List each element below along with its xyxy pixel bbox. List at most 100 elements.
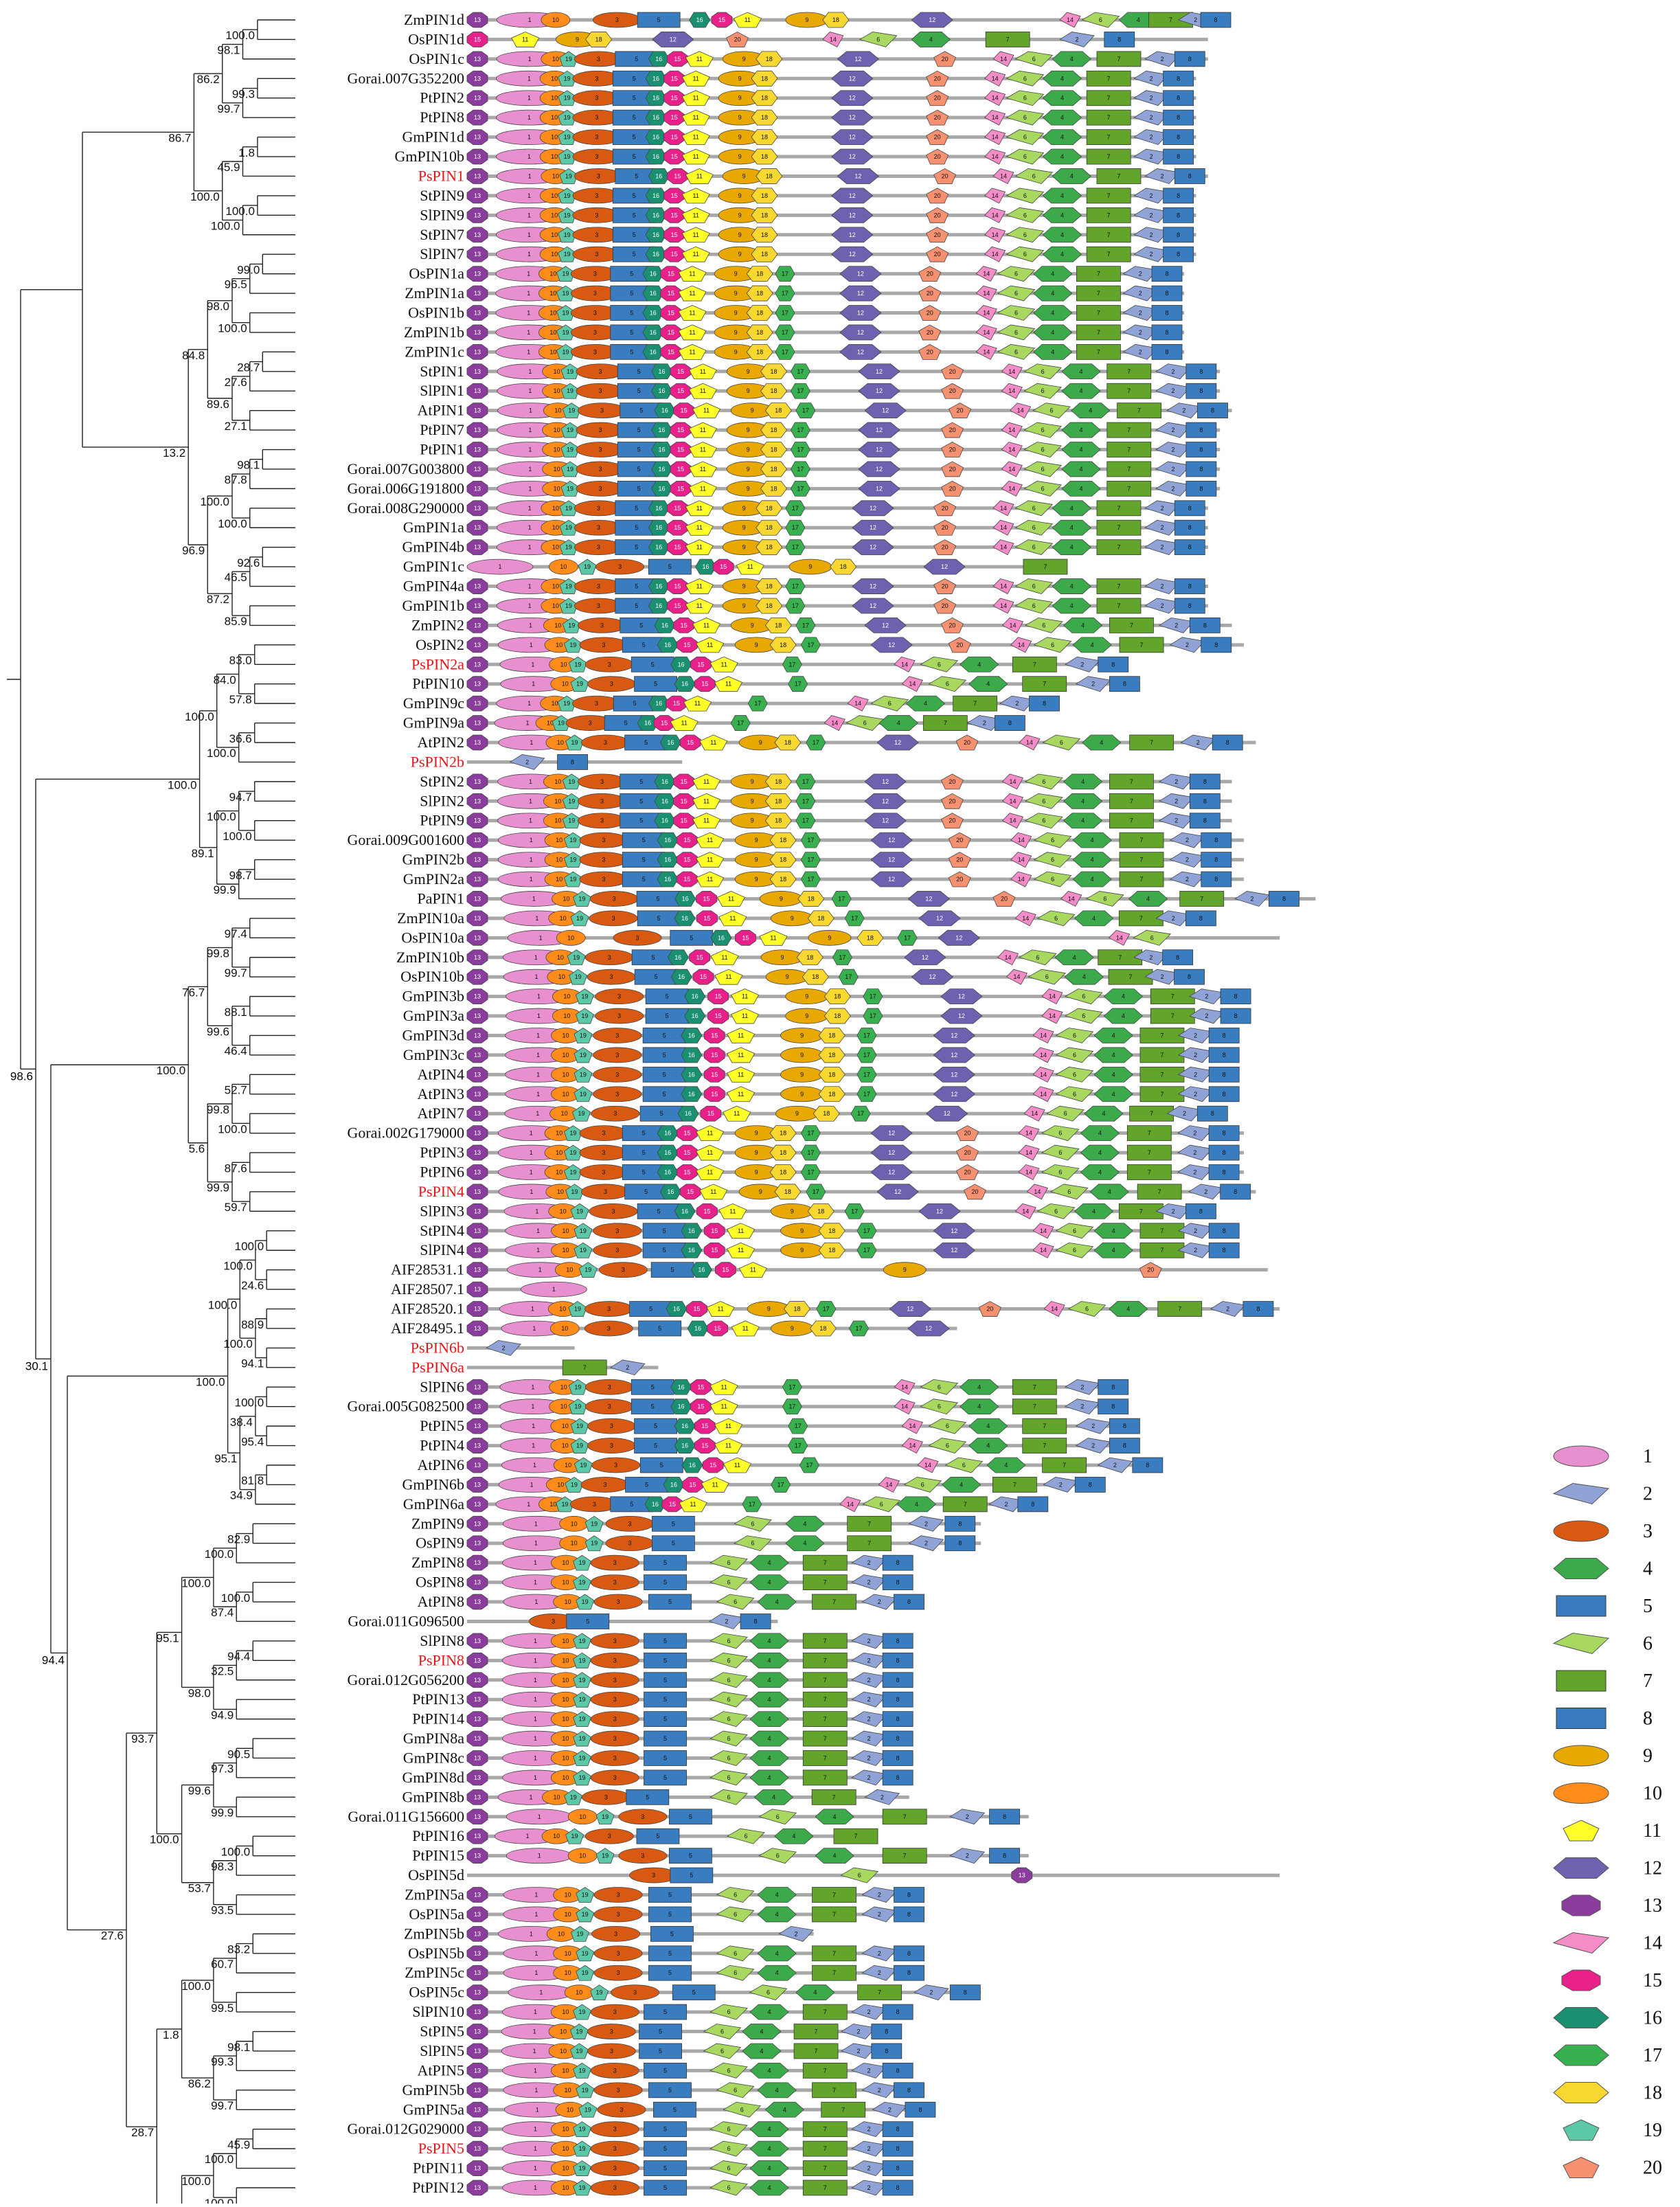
- motif-number: 6: [727, 2008, 731, 2015]
- motif-number: 8: [896, 2165, 900, 2172]
- motif-number: 13: [474, 524, 481, 531]
- motif-number: 18: [817, 1208, 824, 1214]
- motif-3-ZmPIN5a: 3: [594, 1888, 642, 1903]
- motif-number: 5: [657, 1208, 661, 1214]
- motif-3-GmPIN3c: 3: [593, 1048, 642, 1063]
- motif-11-GmPIN9c: 11: [683, 696, 711, 711]
- motif-number: 9: [742, 583, 746, 590]
- motif-number: 16: [652, 251, 659, 258]
- motif-number: 1: [534, 1598, 538, 1605]
- motif-7-OsPIN5b: 7: [813, 1946, 856, 1961]
- motif-7-PtPIN2: 7: [1087, 91, 1131, 106]
- motif-4-GmPIN5a: 4: [765, 2102, 804, 2117]
- motif-number: 8: [1188, 583, 1192, 590]
- motif-8-GmPIN3b: 8: [1221, 989, 1251, 1004]
- motif-number: 15: [668, 290, 674, 297]
- taxon-label: GmPIN8b: [402, 1788, 464, 1805]
- taxon-label: PsPIN6b: [411, 1339, 464, 1356]
- motif-number: 5: [663, 1091, 666, 1098]
- motif-8-Gorai.006G191800: 8: [1186, 481, 1216, 496]
- motif-7-GmPIN2a: 7: [1120, 872, 1163, 887]
- motif-3-PtPIN15: 3: [619, 1848, 667, 1864]
- motif-number: 1: [527, 329, 530, 336]
- motif-18-OsPIN10a: 18: [857, 930, 883, 945]
- motif-18-PaPIN1: 18: [798, 891, 824, 906]
- bootstrap-value: 86.2: [197, 73, 220, 86]
- motif-number: 7: [1107, 212, 1111, 218]
- motif-number: 1: [534, 1657, 537, 1664]
- motif-number: 1: [533, 2048, 536, 2055]
- motif-number: 2: [878, 1969, 881, 1976]
- motif-number: 1: [530, 857, 533, 863]
- motif-3-PsPIN8: 3: [591, 1653, 639, 1668]
- motif-3-OsPIN10a: 3: [613, 930, 661, 945]
- motif-4-OsPIN8: 4: [750, 1575, 788, 1590]
- motif-13-PtPIN4: 13: [467, 1438, 488, 1453]
- motif-number: 1: [527, 290, 530, 297]
- bootstrap-value: 94.9: [211, 1708, 234, 1721]
- motif-number: 3: [608, 1833, 611, 1840]
- motif-number: 9: [751, 797, 754, 804]
- motif-17-PtPIN6: 17: [801, 1165, 820, 1180]
- motif-number: 8: [896, 1774, 900, 1781]
- motif-number: 15: [722, 1267, 729, 1274]
- taxon-label: AtPIN4: [418, 1065, 464, 1083]
- motif-6-SlPIN4: 6: [1056, 1243, 1093, 1258]
- motif-18-ZmPIN1b: 18: [747, 325, 773, 340]
- motif-number: 14: [1018, 837, 1025, 844]
- motif-number: 1: [534, 1579, 537, 1586]
- motif-15-AtPIN4: 15: [704, 1067, 725, 1082]
- motif-number: 17: [863, 1032, 870, 1039]
- motif-4-AtPIN1: 4: [1071, 403, 1110, 418]
- motif-number: 6: [767, 1989, 770, 1996]
- motif-8-PtPIN5: 8: [1109, 1418, 1139, 1434]
- motif-number: 7: [1160, 1091, 1163, 1098]
- motif-number: 15: [711, 1032, 718, 1039]
- motif-number: 19: [579, 1559, 586, 1566]
- motif-number: 9: [738, 192, 742, 199]
- motif-17-SlPIN1: 17: [791, 383, 810, 398]
- motif-number: 10: [554, 466, 560, 473]
- motif-18-GmPIN4b: 18: [756, 540, 782, 555]
- motif-3-Gorai.012G056200: 3: [591, 1673, 639, 1688]
- motif-3-PsPIN4: 3: [582, 1184, 630, 1199]
- taxon-label: OsPIN1a: [409, 265, 464, 282]
- motif-13-GmPIN3d: 13: [467, 1028, 488, 1043]
- motif-number: 19: [564, 95, 571, 102]
- motif-number: 20: [957, 407, 964, 414]
- motif-number: 10: [562, 1696, 569, 1703]
- motif-number: 1: [498, 563, 501, 570]
- bootstrap-value: 24.6: [241, 1279, 264, 1292]
- motif-11-ZmPIN1c: 11: [679, 344, 706, 359]
- motif-number: 16: [655, 524, 662, 531]
- motif-number: 9: [755, 1149, 758, 1156]
- taxon-label: GmPIN8d: [402, 1769, 464, 1786]
- motif-3-AtPIN6: 3: [592, 1458, 640, 1473]
- motif-number: 16: [688, 1032, 695, 1039]
- motif-number: 5: [663, 1052, 666, 1059]
- motif-11-GmPIN6b: 11: [701, 1477, 729, 1492]
- taxon-label: StPIN2: [420, 773, 464, 790]
- motif-4-OsPIN9: 4: [786, 1536, 824, 1551]
- motif-number: 9: [734, 290, 738, 297]
- motif-17-GmPIN3a: 17: [863, 1008, 883, 1023]
- motif-number: 4: [1070, 544, 1074, 551]
- motif-number: 12: [876, 427, 883, 433]
- motif-number: 6: [1023, 153, 1027, 160]
- motif-number: 9: [576, 36, 579, 43]
- motif-number: 10: [566, 1267, 573, 1274]
- motif-8-ZmPIN10b: 8: [1163, 950, 1193, 965]
- taxon-label: AtPIN3: [418, 1085, 464, 1102]
- motif-15-GmPIN3c: 15: [704, 1048, 725, 1063]
- motif-number: 9: [747, 368, 750, 375]
- motif-number: 2: [867, 1677, 871, 1684]
- motif-number: 18: [808, 895, 815, 902]
- bootstrap-value: 36.6: [229, 732, 252, 745]
- legend-label: 3: [1643, 1521, 1653, 1542]
- motif-6-PtPIN16: 6: [727, 1829, 764, 1844]
- motif-13-StPIN2: 13: [467, 774, 488, 789]
